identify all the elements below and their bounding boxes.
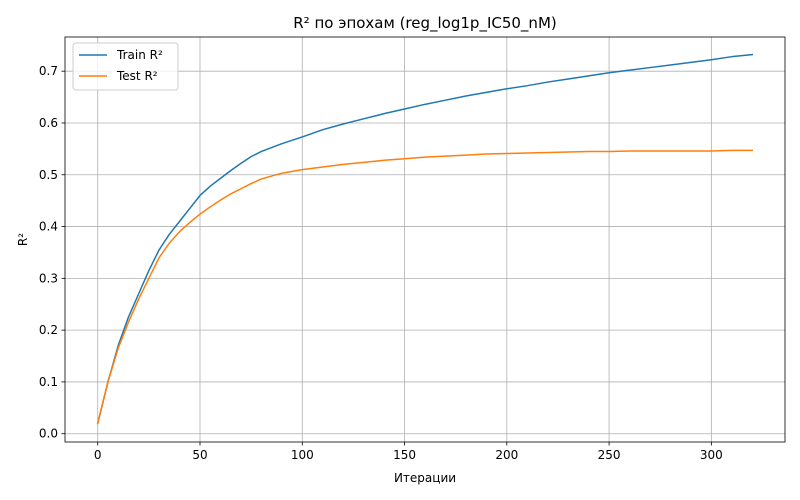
test-r2-line: [96, 149, 754, 425]
x-axis-label: Итерации: [394, 471, 456, 485]
y-tick-label: 0.0: [39, 427, 58, 441]
train-r2-line: [96, 53, 754, 425]
y-tick-label: 0.2: [39, 323, 58, 337]
y-tick-label: 0.4: [39, 220, 58, 234]
x-tick-label: 50: [192, 448, 207, 462]
y-tick-label: 0.7: [39, 64, 58, 78]
x-axis-ticks: 0 50 100 150 200 250 300: [94, 442, 723, 462]
x-tick-label: 200: [495, 448, 518, 462]
grid: [65, 37, 785, 442]
y-tick-label: 0.1: [39, 375, 58, 389]
legend-label-test: Test R²: [116, 69, 158, 83]
y-tick-label: 0.3: [39, 271, 58, 285]
legend: Train R² Test R²: [72, 42, 179, 91]
x-tick-label: 100: [291, 448, 314, 462]
x-tick-label: 250: [598, 448, 621, 462]
y-tick-label: 0.5: [39, 168, 58, 182]
chart-title: R² по эпохам (reg_log1p_IC50_nM): [293, 14, 556, 33]
y-tick-label: 0.6: [39, 116, 58, 130]
x-tick-label: 300: [700, 448, 723, 462]
x-tick-label: 0: [94, 448, 102, 462]
y-axis-label: R²: [16, 233, 30, 246]
plot-area-frame: [64, 36, 786, 443]
x-tick-label: 150: [393, 448, 416, 462]
legend-label-train: Train R²: [116, 48, 163, 62]
y-axis-ticks: 0.0 0.1 0.2 0.3 0.4 0.5 0.6 0.7: [39, 64, 65, 441]
series-lines: [96, 53, 754, 425]
